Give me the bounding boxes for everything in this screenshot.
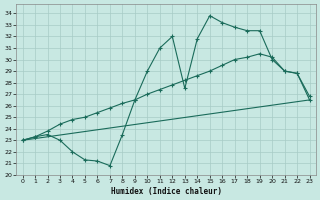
X-axis label: Humidex (Indice chaleur): Humidex (Indice chaleur): [111, 187, 221, 196]
